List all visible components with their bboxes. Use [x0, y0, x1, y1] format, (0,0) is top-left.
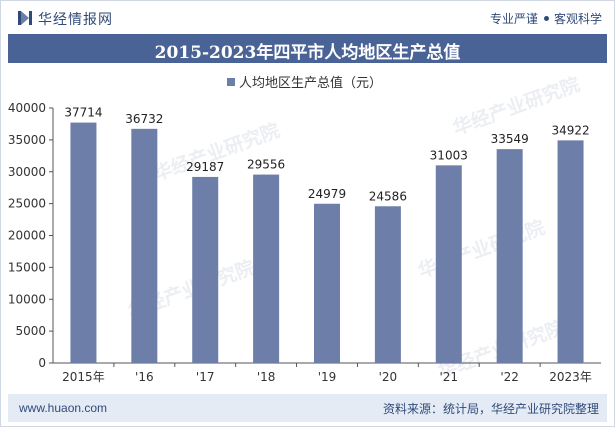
x-tick-label: 2023年	[549, 370, 592, 384]
x-tick-label: '20	[379, 370, 398, 384]
bar-chart: 华经产业研究院 华经产业研究院 华经产业研究院 华经产业研究院 华经产业研究院 …	[8, 73, 601, 384]
x-tick-label: '19	[318, 370, 337, 384]
footer-source: 资料来源：统计局，华经产业研究院整理	[382, 402, 599, 416]
data-label: 36732	[125, 112, 163, 126]
brand-name: 华经情报网	[38, 11, 113, 27]
data-label: 29556	[247, 158, 285, 172]
data-label: 33549	[491, 132, 529, 146]
title-bar: 2015-2023年四平市人均地区生产总值	[8, 34, 607, 63]
bar	[192, 176, 219, 363]
slogan: 专业严谨 客观科学	[490, 10, 602, 27]
y-tick-label: 30000	[8, 165, 46, 179]
legend-swatch	[227, 78, 235, 86]
bar	[374, 206, 401, 363]
bar	[131, 128, 158, 363]
chart-title: 2015-2023年四平市人均地区生产总值	[154, 43, 461, 63]
y-tick-label: 15000	[8, 260, 46, 274]
y-tick-label: 10000	[8, 292, 46, 306]
footer-url: www.huaon.com	[19, 401, 108, 415]
x-tick-label: '18	[257, 370, 276, 384]
y-tick-label: 25000	[8, 197, 46, 211]
legend-label: 人均地区生产总值（元）	[239, 75, 382, 91]
bar	[496, 149, 523, 363]
data-label: 31003	[430, 148, 468, 162]
x-tick-label: '17	[196, 370, 215, 384]
legend: 人均地区生产总值（元）	[227, 75, 382, 91]
data-label: 34922	[551, 123, 589, 137]
data-label: 24979	[308, 187, 346, 201]
footer-bar: www.huaon.com 资料来源：统计局，华经产业研究院整理	[8, 394, 607, 422]
bar	[557, 140, 584, 363]
y-tick-label: 0	[38, 356, 46, 370]
y-tick-label: 20000	[8, 229, 46, 243]
plot-area: 0 5000 10000 15000 20000 25000 30000 35000 40000…	[8, 101, 601, 384]
watermark-3: 华经产业研究院	[415, 216, 548, 283]
slogan-left: 专业严谨	[489, 12, 538, 26]
bar	[435, 165, 462, 363]
data-label: 24586	[369, 189, 407, 203]
data-label: 29187	[186, 160, 224, 174]
bar	[70, 122, 97, 364]
data-label: 37714	[64, 106, 102, 120]
y-tick-label: 5000	[15, 324, 46, 338]
bar	[314, 203, 340, 363]
y-tick-label: 40000	[8, 101, 46, 115]
brand-logo-icon	[18, 11, 32, 25]
slogan-right: 客观科学	[553, 12, 602, 26]
slogan-dot-icon	[543, 16, 549, 22]
x-tick-label: '22	[500, 370, 519, 384]
top-bar: 华经情报网 专业严谨 客观科学	[1, 1, 614, 33]
x-tick-label: '21	[439, 370, 458, 384]
x-tick-label: 2015年	[62, 370, 105, 384]
bar	[253, 174, 280, 363]
y-tick-label: 35000	[8, 133, 46, 147]
x-tick-label: '16	[135, 370, 154, 384]
